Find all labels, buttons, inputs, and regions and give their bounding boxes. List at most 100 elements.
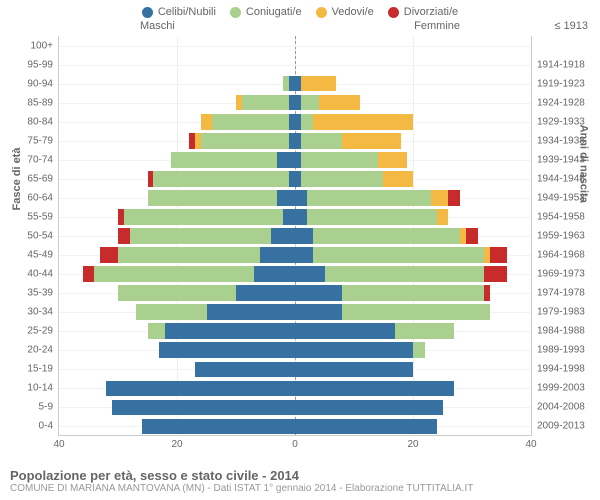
header-male: Maschi — [140, 20, 175, 32]
bar-segment — [295, 400, 443, 416]
age-label: 90-94 — [27, 78, 53, 89]
age-label: 10-14 — [27, 383, 53, 394]
pyramid-row — [59, 114, 531, 130]
bar-segment — [295, 419, 437, 435]
bar-segment — [100, 247, 118, 263]
pyramid-row — [59, 76, 531, 92]
bar-segment — [431, 190, 449, 206]
birth-year-label: 1934-1938 — [537, 135, 585, 146]
birth-year-label: 1979-1983 — [537, 307, 585, 318]
pyramid-row — [59, 247, 531, 263]
chart-footer: Popolazione per età, sesso e stato civil… — [10, 468, 473, 494]
legend-label: Divorziati/e — [404, 6, 458, 18]
legend-label: Celibi/Nubili — [158, 6, 216, 18]
birth-year-label: 1939-1943 — [537, 154, 585, 165]
bar-segment — [118, 285, 236, 301]
birth-year-label: 1989-1993 — [537, 345, 585, 356]
bar-segment — [437, 209, 449, 225]
bar-segment — [413, 342, 425, 358]
pyramid-row — [59, 152, 531, 168]
bar-segment — [307, 190, 431, 206]
bar-segment — [83, 266, 95, 282]
pyramid-row — [59, 57, 531, 73]
pyramid-row — [59, 419, 531, 435]
age-label: 0-4 — [39, 421, 53, 432]
age-label: 35-39 — [27, 288, 53, 299]
bar-segment — [342, 304, 490, 320]
bar-segment — [148, 323, 166, 339]
bar-segment — [142, 419, 295, 435]
column-headers: Maschi Femmine ≤ 1913 — [0, 20, 600, 36]
bar-segment — [295, 285, 342, 301]
bar-segment — [153, 171, 289, 187]
bar-segment — [342, 133, 401, 149]
legend-swatch — [230, 7, 241, 18]
age-label: 65-69 — [27, 173, 53, 184]
bar-segment — [313, 247, 484, 263]
pyramid-row — [59, 171, 531, 187]
bar-segment — [201, 133, 290, 149]
birth-year-label: 1919-1923 — [537, 78, 585, 89]
bar-segment — [112, 400, 295, 416]
legend-item: Vedovi/e — [316, 6, 374, 18]
bar-segment — [301, 133, 342, 149]
birth-year-label: 1924-1928 — [537, 97, 585, 108]
bar-segment — [378, 152, 408, 168]
legend-label: Vedovi/e — [332, 6, 374, 18]
pyramid-row — [59, 95, 531, 111]
bar-segment — [313, 228, 461, 244]
population-pyramid: Fasce di età Anni di nascita 40200204010… — [58, 36, 532, 436]
bar-segment — [118, 247, 260, 263]
axis-title-left: Fasce di età — [11, 147, 23, 210]
birth-year-label: 1984-1988 — [537, 326, 585, 337]
age-label: 80-84 — [27, 116, 53, 127]
pyramid-row — [59, 400, 531, 416]
bar-segment — [106, 381, 295, 397]
bar-segment — [207, 304, 296, 320]
age-label: 30-34 — [27, 307, 53, 318]
pyramid-row — [59, 209, 531, 225]
birth-year-label: 1959-1963 — [537, 231, 585, 242]
bar-segment — [342, 285, 484, 301]
age-label: 25-29 — [27, 326, 53, 337]
bar-segment — [383, 171, 413, 187]
birth-year-label: 1964-1968 — [537, 250, 585, 261]
bar-segment — [325, 266, 484, 282]
bar-segment — [319, 95, 360, 111]
bar-segment — [301, 76, 336, 92]
age-label: 95-99 — [27, 59, 53, 70]
legend-label: Coniugati/e — [246, 6, 302, 18]
age-label: 45-49 — [27, 250, 53, 261]
bar-segment — [484, 285, 490, 301]
age-label: 75-79 — [27, 135, 53, 146]
bar-segment — [148, 190, 278, 206]
pyramid-row — [59, 190, 531, 206]
legend-swatch — [142, 7, 153, 18]
bar-segment — [159, 342, 295, 358]
bar-segment — [313, 114, 413, 130]
bar-segment — [484, 266, 508, 282]
birth-year-label: 1974-1978 — [537, 288, 585, 299]
birth-year-label: 1929-1933 — [537, 116, 585, 127]
legend-item: Divorziati/e — [388, 6, 458, 18]
legend: Celibi/Nubili Coniugati/e Vedovi/e Divorzia… — [0, 0, 600, 20]
pyramid-row — [59, 285, 531, 301]
bar-segment — [301, 171, 384, 187]
birth-year-label: 1914-1918 — [537, 59, 585, 70]
x-tick: 20 — [407, 439, 418, 450]
footer-title: Popolazione per età, sesso e stato civil… — [10, 468, 473, 483]
bar-segment — [242, 95, 289, 111]
bar-segment — [124, 209, 283, 225]
footer-subtitle: COMUNE DI MARIANA MANTOVANA (MN) - Dati … — [10, 483, 473, 494]
bar-segment — [295, 228, 313, 244]
age-label: 15-19 — [27, 364, 53, 375]
birth-year-label: 1969-1973 — [537, 269, 585, 280]
x-tick: 0 — [292, 439, 298, 450]
bar-segment — [295, 266, 325, 282]
birth-year-label: 1999-2003 — [537, 383, 585, 394]
bar-segment — [195, 362, 295, 378]
bar-segment — [271, 228, 295, 244]
bar-segment — [212, 114, 289, 130]
bar-segment — [295, 190, 307, 206]
x-tick: 40 — [53, 439, 64, 450]
